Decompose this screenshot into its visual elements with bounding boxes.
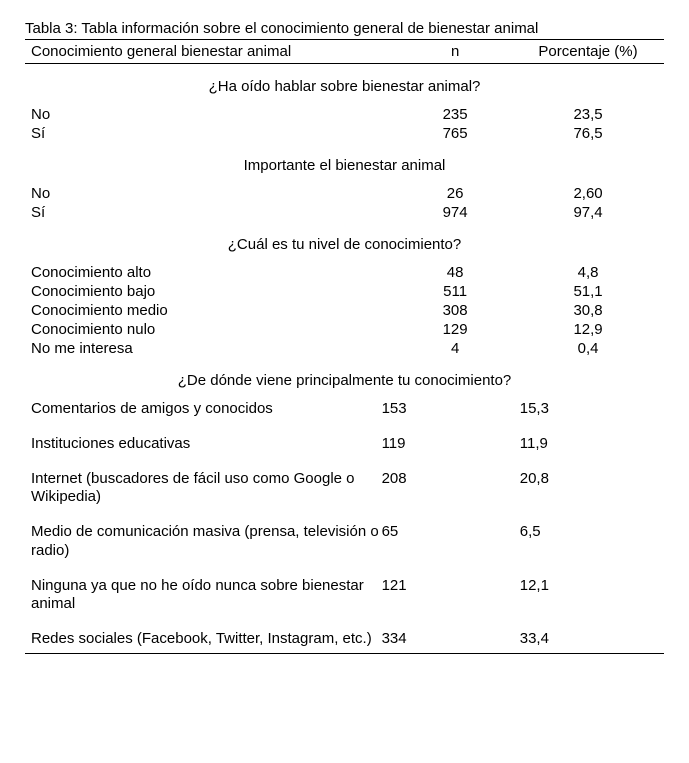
row-label: Medio de comunicación masiva (prensa, te…	[25, 523, 380, 575]
row-n: 129	[398, 321, 512, 338]
row-n: 153	[380, 400, 490, 431]
table-row: Medio de comunicación masiva (prensa, te…	[25, 522, 664, 576]
header-pct-col: Porcentaje (%)	[512, 43, 664, 60]
row-n: 334	[380, 630, 490, 649]
table-row: Internet (buscadores de fácil uso como G…	[25, 469, 664, 523]
row-pct: 2,60	[512, 185, 664, 202]
table-row: Redes sociales (Facebook, Twitter, Insta…	[25, 629, 664, 654]
row-label: Internet (buscadores de fácil uso como G…	[25, 470, 380, 522]
row-n: 308	[398, 302, 512, 319]
row-pct: 51,1	[512, 283, 664, 300]
table-row: Sí97497,4	[25, 203, 664, 222]
row-label: No me interesa	[25, 340, 398, 357]
row-n: 48	[398, 264, 512, 281]
table-header-row: Conocimiento general bienestar animal n …	[25, 39, 664, 64]
row-n: 765	[398, 125, 512, 142]
table-row: Conocimiento medio30830,8	[25, 301, 664, 320]
table-row: Ninguna ya que no he oído nunca sobre bi…	[25, 576, 664, 630]
row-label: Conocimiento bajo	[25, 283, 398, 300]
row-n: 235	[398, 106, 512, 123]
row-label: Instituciones educativas	[25, 435, 380, 468]
row-n: 121	[380, 577, 490, 608]
table-row: No23523,5	[25, 105, 664, 124]
section-heading: ¿Cuál es tu nivel de conocimiento?	[25, 222, 664, 263]
section-heading: ¿Ha oído hablar sobre bienestar animal?	[25, 64, 664, 105]
row-label: Comentarios de amigos y conocidos	[25, 400, 380, 433]
row-n: 974	[398, 204, 512, 221]
section-heading: Importante el bienestar animal	[25, 143, 664, 184]
row-label: Conocimiento nulo	[25, 321, 398, 338]
table-row: Instituciones educativas11911,9	[25, 434, 664, 469]
table-row: Conocimiento nulo12912,9	[25, 320, 664, 339]
row-label: Sí	[25, 125, 398, 142]
row-pct: 11,9	[490, 435, 664, 466]
row-pct: 6,5	[490, 523, 664, 554]
table-row: Conocimiento bajo51151,1	[25, 282, 664, 301]
table-row: Sí76576,5	[25, 124, 664, 143]
row-label: Redes sociales (Facebook, Twitter, Insta…	[25, 630, 380, 651]
row-label: No	[25, 185, 398, 202]
row-n: 26	[398, 185, 512, 202]
row-pct: 30,8	[512, 302, 664, 319]
header-label-col: Conocimiento general bienestar animal	[25, 43, 398, 60]
row-label: Sí	[25, 204, 398, 221]
row-label: Conocimiento medio	[25, 302, 398, 319]
row-n: 4	[398, 340, 512, 357]
section-heading: ¿De dónde viene principalmente tu conoci…	[25, 358, 664, 399]
row-pct: 23,5	[512, 106, 664, 123]
row-n: 208	[380, 470, 490, 501]
table-row: Comentarios de amigos y conocidos15315,3	[25, 399, 664, 434]
table-row: No262,60	[25, 184, 664, 203]
row-pct: 12,9	[512, 321, 664, 338]
row-n: 65	[380, 523, 490, 554]
row-pct: 15,3	[490, 400, 664, 431]
row-n: 511	[398, 283, 512, 300]
row-pct: 12,1	[490, 577, 664, 608]
row-pct: 33,4	[490, 630, 664, 649]
table-title: Tabla 3: Tabla información sobre el cono…	[25, 20, 664, 37]
row-pct: 20,8	[490, 470, 664, 501]
row-label: Conocimiento alto	[25, 264, 398, 281]
row-pct: 4,8	[512, 264, 664, 281]
table-row: No me interesa40,4	[25, 339, 664, 358]
row-label: Ninguna ya que no he oído nunca sobre bi…	[25, 577, 380, 629]
table-body: ¿Ha oído hablar sobre bienestar animal?N…	[25, 64, 664, 654]
row-label: No	[25, 106, 398, 123]
row-pct: 76,5	[512, 125, 664, 142]
header-n-col: n	[398, 43, 512, 60]
row-n: 119	[380, 435, 490, 466]
row-pct: 0,4	[512, 340, 664, 357]
row-pct: 97,4	[512, 204, 664, 221]
table-row: Conocimiento alto484,8	[25, 263, 664, 282]
